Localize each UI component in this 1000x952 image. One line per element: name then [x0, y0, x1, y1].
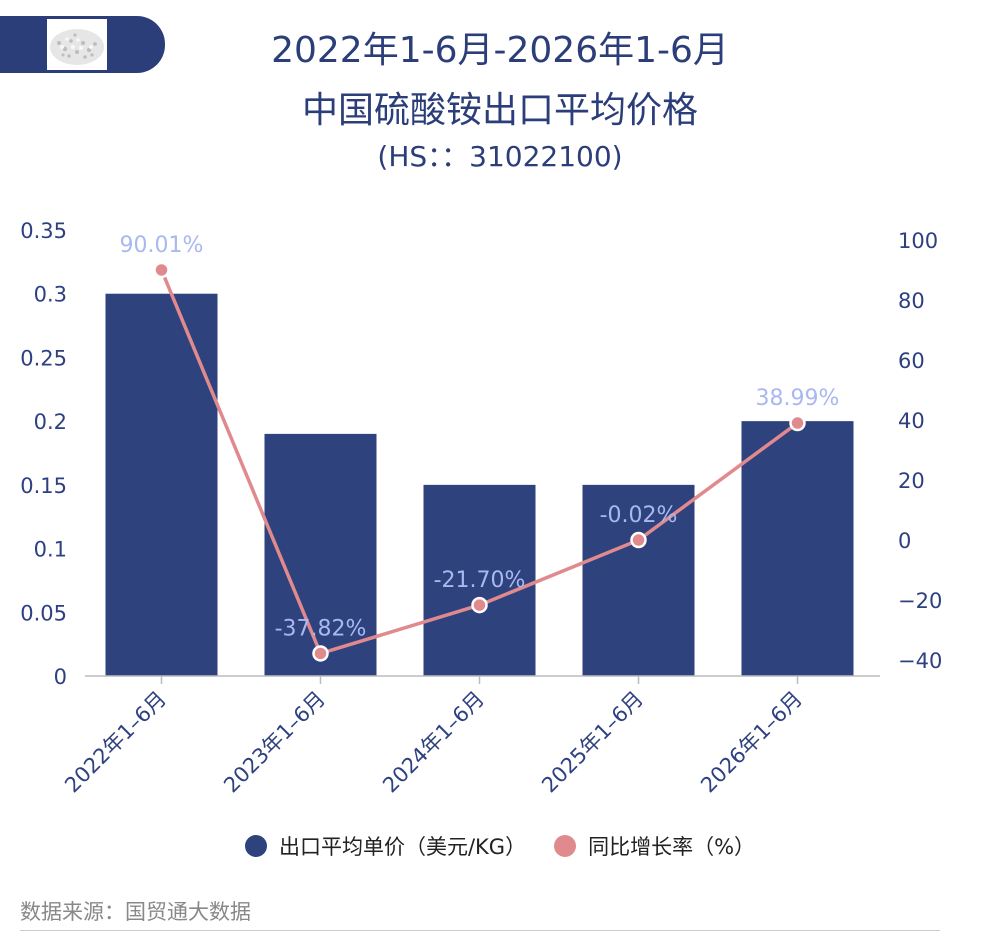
growth-rate-label: -21.70%: [434, 568, 526, 593]
growth-rate-point: [630, 531, 647, 549]
legend-line-label: 同比增长率（%）: [588, 835, 756, 859]
legend-bar-swatch: [244, 835, 267, 857]
right-axis-tick-label: 40: [898, 409, 925, 433]
growth-rate-point: [153, 261, 170, 279]
right-axis-tick-label: 20: [898, 469, 925, 493]
x-axis-category-label: 2023年1–6月: [219, 687, 330, 798]
chart-legend: 出口平均单价（美元/KG） 同比增长率（%）: [0, 831, 1000, 861]
bar: [582, 484, 695, 676]
left-axis-tick-label: 0.05: [20, 601, 67, 625]
x-axis-category-label: 2025年1–6月: [537, 687, 648, 798]
ammonium-sulfate-image: [47, 19, 107, 70]
chart-title-line2: 中国硫酸铵出口平均价格: [301, 90, 698, 131]
bar: [105, 293, 218, 676]
left-axis-tick-label: 0.15: [20, 474, 67, 498]
bar: [423, 484, 536, 676]
right-axis-tick-label: 80: [898, 289, 925, 313]
chart-title-line3: (HS：：31022100): [377, 140, 623, 173]
footer-divider: [20, 930, 940, 931]
right-axis-tick-label: −20: [898, 589, 942, 613]
left-axis-tick-label: 0.2: [34, 410, 67, 434]
data-source: 数据来源：国贸通大数据: [20, 900, 251, 924]
left-axis-tick-label: 0.35: [20, 219, 67, 243]
legend-item-bar[interactable]: 出口平均单价（美元/KG）: [244, 831, 527, 861]
combo-chart: 0 0.05 0.1 0.15 0.2 0.25 0.3 0.35 −40 −20 0 20 40 60 8…: [20, 219, 942, 798]
x-axis-category-label: 2026年1–6月: [696, 687, 807, 798]
growth-rate-point: [471, 596, 488, 614]
x-axis-category-label: 2024年1–6月: [378, 687, 489, 798]
right-axis-tick-label: 0: [898, 529, 911, 553]
growth-rate-point: [789, 414, 806, 432]
right-axis-tick-label: 100: [898, 229, 938, 253]
legend-item-line[interactable]: 同比增长率（%）: [554, 831, 755, 861]
growth-rate-label: -37.82%: [275, 616, 367, 641]
granules-icon: [50, 29, 104, 65]
bar: [264, 433, 377, 676]
growth-rate-label: -0.02%: [600, 503, 678, 528]
x-axis-category-label: 2022年1–6月: [60, 687, 171, 798]
legend-bar-label: 出口平均单价（美元/KG）: [278, 835, 527, 859]
left-axis-tick-label: 0: [54, 665, 67, 689]
growth-rate-label: 38.99%: [756, 386, 840, 411]
header-badge: [0, 16, 165, 73]
chart-title-line1: 2022年1-6月-2026年1-6月: [271, 30, 729, 71]
growth-rate-point: [312, 645, 329, 662]
legend-line-swatch: [554, 835, 577, 857]
bar: [741, 421, 854, 676]
left-axis-tick-label: 0.3: [34, 283, 67, 307]
growth-rate-label: 90.01%: [120, 233, 204, 258]
right-axis-tick-label: 60: [898, 349, 925, 373]
right-axis-tick-label: −40: [898, 649, 942, 673]
left-axis-tick-label: 0.1: [34, 538, 67, 562]
left-axis-tick-label: 0.25: [20, 346, 67, 370]
